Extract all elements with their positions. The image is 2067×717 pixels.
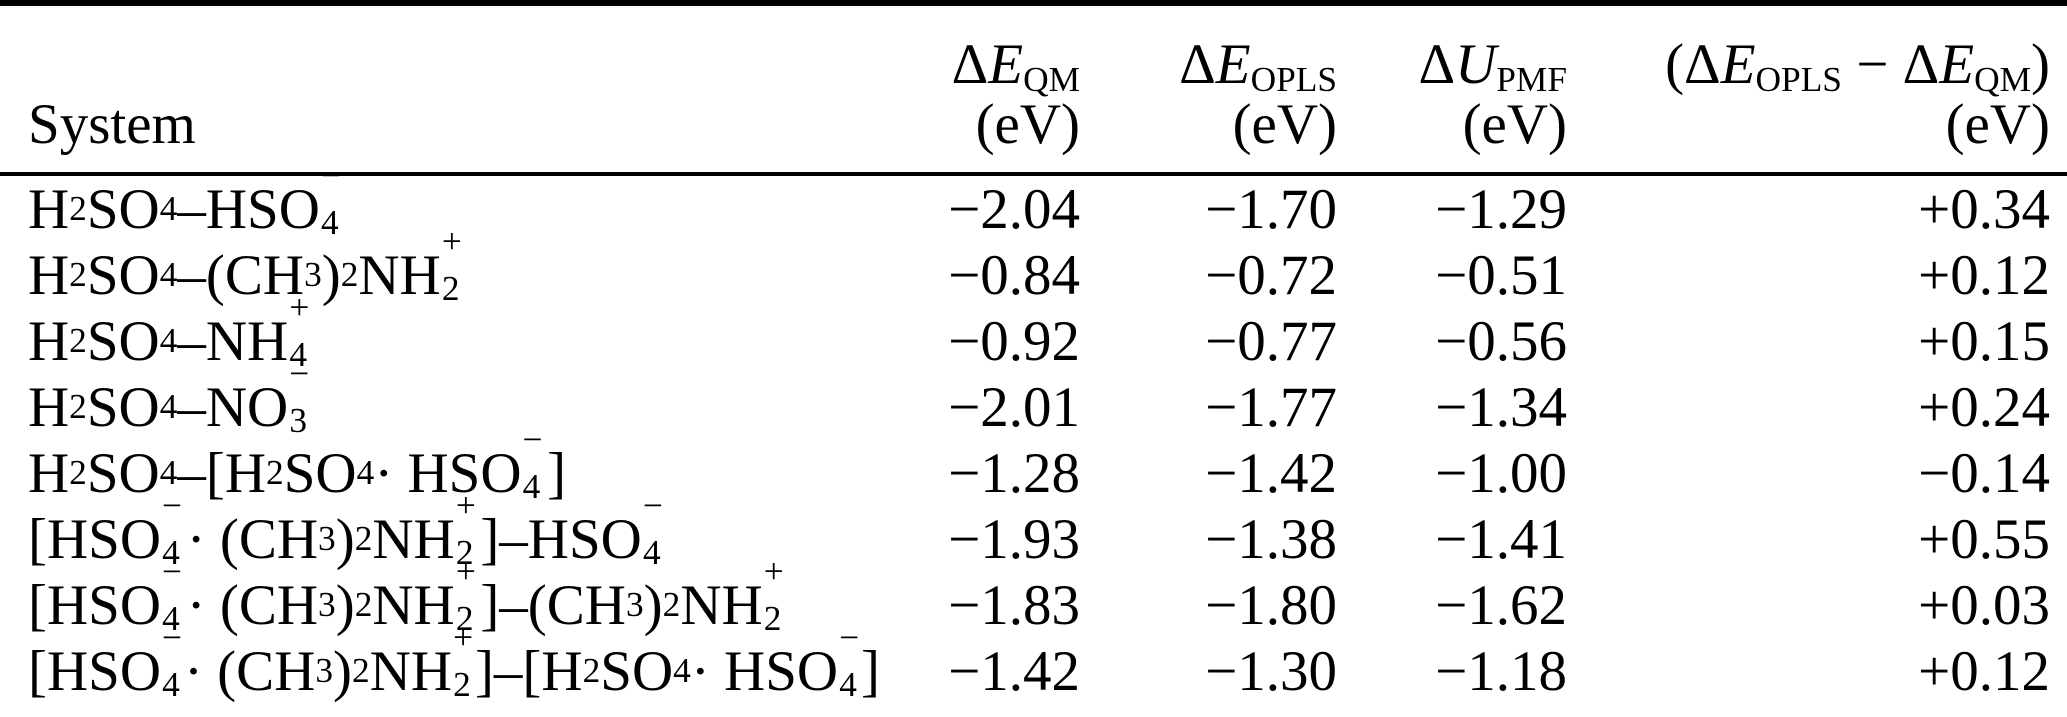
cell-system: [HSO −4 · (CH 3) 2 NH +2]–HSO −4	[28, 485, 663, 572]
col-header-delta-u-pmf: ΔUPMF (eV)	[1337, 3, 1567, 176]
cell-energy-difference: +0.12	[1918, 243, 2050, 307]
cell-energy-difference: +0.55	[1918, 507, 2050, 571]
cell-system: [HSO −4 · (CH 3) 2 NH +2]–(CH 3) 2 NH +2	[28, 551, 784, 638]
cell-delta-u-pmf: −1.29	[1435, 177, 1567, 241]
cell-delta-u-pmf: −1.00	[1435, 441, 1567, 505]
cell-delta-e-opls: −0.77	[1205, 309, 1337, 373]
cell-energy-difference: +0.15	[1918, 309, 2050, 373]
cell-delta-u-pmf: −1.62	[1435, 573, 1567, 637]
cell-delta-e-qm: −1.83	[948, 573, 1080, 637]
cell-system: H 2 SO 4 –NO −3	[28, 353, 310, 440]
cell-energy-difference: −0.14	[1918, 441, 2050, 505]
table-row: [HSO −4 · (CH 3) 2 NH +2]–HSO −4 −1.93 −1.38 −…	[0, 485, 2067, 572]
stacked-script: +4	[289, 287, 310, 374]
cell-energy-difference: +0.12	[1918, 639, 2050, 703]
cell-system: H 2 SO 4 –NH +4	[28, 287, 310, 374]
stacked-script: +2	[763, 551, 784, 638]
cell-delta-e-opls: −0.72	[1205, 243, 1337, 307]
cell-delta-u-pmf: −0.51	[1435, 243, 1567, 307]
cell-delta-e-qm: −1.42	[948, 639, 1080, 703]
stacked-script: −4	[162, 551, 183, 638]
cell-delta-e-opls: −1.70	[1205, 177, 1337, 241]
table-row: H 2 SO 4 –NO −3 −2.01 −1.77 −1.34 +0.24	[0, 353, 2067, 440]
col-header-energy-difference: (ΔEOPLS − ΔEQM) (eV)	[1567, 3, 2067, 176]
col-header-delta-e-qm: ΔEQM (eV)	[880, 3, 1080, 176]
stacked-script: +2	[455, 485, 476, 572]
col-header-delta-e-opls: ΔEOPLS (eV)	[1080, 3, 1337, 176]
cell-energy-difference: +0.34	[1918, 177, 2050, 241]
table-row: H 2 SO 4 –HSO −4 −2.04 −1.70 −1.29 +0.34	[0, 155, 2067, 242]
header-row: System ΔEQM (eV) ΔEOPLS (eV)	[0, 3, 2067, 176]
cell-energy-difference: +0.24	[1918, 375, 2050, 439]
col-header-delta-e-opls-unit: (eV)	[1232, 93, 1337, 156]
cell-delta-u-pmf: −0.56	[1435, 309, 1567, 373]
table-row: H 2 SO 4 –(CH 3) 2 NH +2 −0.84 −0.72 −0.51 +0.12	[0, 221, 2067, 308]
cell-energy-difference: +0.03	[1918, 573, 2050, 637]
stacked-script: −3	[289, 353, 310, 440]
cell-system: H 2 SO 4 –HSO −4	[28, 155, 341, 242]
stacked-script: −4	[162, 485, 183, 572]
cell-delta-u-pmf: −1.18	[1435, 639, 1567, 703]
cell-delta-e-qm: −2.01	[948, 375, 1080, 439]
cell-delta-e-qm: −1.93	[948, 507, 1080, 571]
cell-delta-e-qm: −2.04	[948, 177, 1080, 241]
col-header-delta-u-pmf-formula: ΔUPMF	[1418, 33, 1567, 99]
cell-system: H 2 SO 4 –[H 2 SO 4 · HSO −4]	[28, 419, 567, 506]
stacked-script: −4	[839, 617, 860, 704]
col-header-delta-u-pmf-unit: (eV)	[1462, 93, 1567, 156]
col-header-delta-e-qm-unit: (eV)	[975, 93, 1080, 156]
table-row: [HSO −4 · (CH 3) 2 NH +2]–(CH 3) 2 NH +2 −1.83 −1…	[0, 551, 2067, 638]
table-body: H 2 SO 4 –HSO −4 −2.04 −1.70 −1.29 +0.34 H 2 SO…	[0, 155, 2067, 717]
col-header-system: System	[0, 3, 880, 176]
col-header-energy-difference-unit: (eV)	[1945, 93, 2050, 156]
stacked-script: +2	[455, 551, 476, 638]
col-header-system-label: System	[28, 93, 196, 156]
col-header-delta-e-qm-formula: ΔEQM	[951, 33, 1080, 99]
cell-system: [HSO −4 · (CH 3) 2 NH +2]–[H 2 SO 4 · HSO −4]	[28, 617, 880, 704]
stacked-script: +2	[441, 221, 462, 308]
cell-delta-e-qm: −1.28	[948, 441, 1080, 505]
stacked-script: −4	[162, 617, 183, 704]
stacked-script: −4	[522, 419, 543, 506]
cell-system: H 2 SO 4 –(CH 3) 2 NH +2	[28, 221, 462, 308]
stacked-script: −4	[321, 155, 341, 242]
col-header-energy-difference-formula: (ΔEOPLS − ΔEQM)	[1665, 33, 2050, 99]
cell-delta-e-opls: −1.80	[1205, 573, 1337, 637]
cell-delta-e-opls: −1.38	[1205, 507, 1337, 571]
cell-delta-e-opls: −1.77	[1205, 375, 1337, 439]
cell-delta-e-opls: −1.30	[1205, 639, 1337, 703]
cell-delta-e-qm: −0.92	[948, 309, 1080, 373]
cell-delta-e-qm: −0.84	[948, 243, 1080, 307]
cell-delta-u-pmf: −1.41	[1435, 507, 1567, 571]
table-row: H 2 SO 4 –NH +4 −0.92 −0.77 −0.56 +0.15	[0, 287, 2067, 374]
table-row: [HSO −4 · (CH 3) 2 NH +2]–[H 2 SO 4 · HSO −4] −1.…	[0, 617, 2067, 717]
cell-delta-e-opls: −1.42	[1205, 441, 1337, 505]
stacked-script: +2	[453, 617, 474, 704]
table-header: System ΔEQM (eV) ΔEOPLS (eV)	[0, 3, 2067, 176]
col-header-delta-e-opls-formula: ΔEOPLS	[1179, 33, 1337, 99]
stacked-script: −4	[642, 485, 663, 572]
cell-delta-u-pmf: −1.34	[1435, 375, 1567, 439]
table-row: H 2 SO 4 –[H 2 SO 4 · HSO −4] −1.28 −1.42 −1.00 …	[0, 419, 2067, 506]
